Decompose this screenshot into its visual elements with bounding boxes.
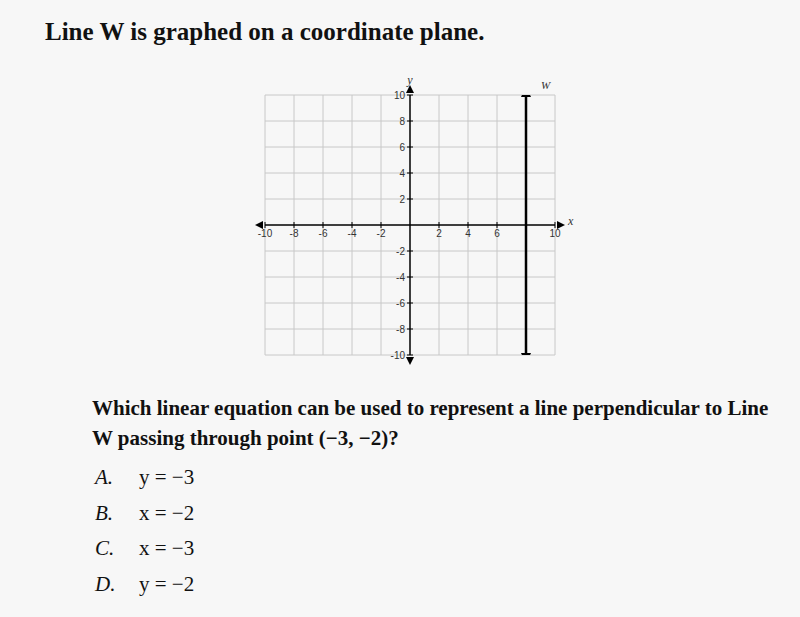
svg-text:4: 4 — [399, 168, 405, 179]
svg-text:y: y — [406, 75, 413, 87]
html-text:A.: A. — [95, 465, 114, 489]
svg-text:-2: -2 — [377, 228, 386, 239]
html-text:B.: B. — [95, 500, 114, 525]
svg-text:-2: -2 — [396, 246, 405, 257]
svg-text:10: 10 — [394, 90, 406, 101]
svg-text:x: x — [567, 214, 574, 228]
svg-text:-4: -4 — [348, 228, 357, 239]
svg-text:6: 6 — [399, 142, 405, 153]
svg-text:2: 2 — [436, 228, 442, 239]
svg-text:6: 6 — [494, 228, 500, 239]
html-text:D.: D. — [95, 571, 116, 596]
svg-text:2: 2 — [399, 194, 405, 205]
svg-text:-10: -10 — [391, 350, 406, 361]
svg-text:-8: -8 — [290, 228, 299, 239]
svg-text:-8: -8 — [396, 324, 405, 335]
html-text:y = −3: y = −3 — [139, 465, 195, 489]
svg-text:-10: -10 — [258, 228, 273, 239]
html-text:x = −3: x = −3 — [139, 536, 195, 560]
svg-text:8: 8 — [399, 116, 405, 127]
html-text:Line W is graphed on a coordin: Line W is graphed on a coordinate plane. — [45, 18, 485, 45]
svg-text:4: 4 — [465, 228, 471, 239]
svg-text:-4: -4 — [396, 272, 405, 283]
svg-text:10: 10 — [549, 228, 561, 239]
html-text:y = −2: y = −2 — [139, 571, 195, 596]
html-text:x = −2: x = −2 — [139, 500, 195, 525]
html-text:Which linear equation can be u: Which linear equation can be used to rep… — [92, 396, 769, 450]
svg-text:W: W — [541, 79, 551, 91]
svg-text:-6: -6 — [396, 298, 405, 309]
html-text:C.: C. — [95, 536, 115, 560]
svg-text:-6: -6 — [319, 228, 328, 239]
